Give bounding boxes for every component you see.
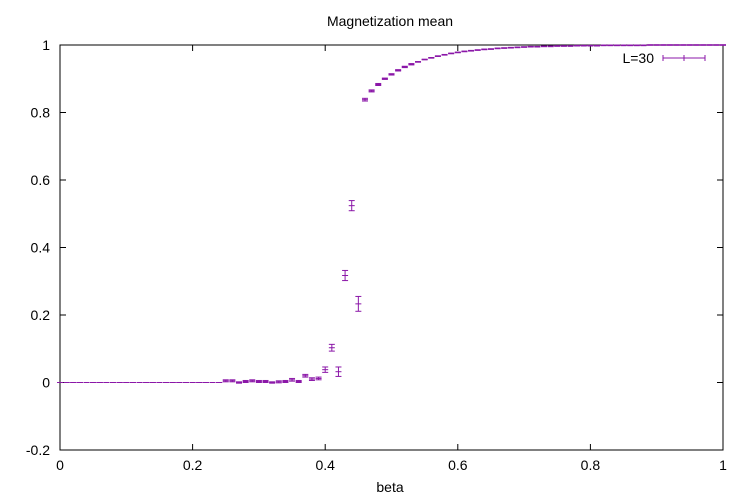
legend-label: L=30 [622,50,654,66]
data-point [302,373,309,378]
data-point [262,379,269,383]
data-point [587,44,594,47]
data-point [295,379,302,383]
y-tick-label: -0.2 [26,442,50,458]
data-point [328,343,335,352]
x-tick-label: 0.2 [183,457,203,473]
plot-frame [59,44,724,451]
data-point [514,46,521,49]
data-point [534,45,541,48]
y-tick-label: 0.6 [31,172,51,188]
data-point [441,53,448,56]
legend-key [662,55,706,61]
data-point [448,52,455,55]
data-point [607,44,614,47]
data-point [229,379,236,383]
data-point [315,376,322,381]
data-point [395,69,402,72]
data-point [255,379,262,383]
y-tick-label: 0.4 [31,240,51,256]
data-point [686,44,693,46]
x-tick-label: 0.8 [581,457,601,473]
data-point [401,65,408,69]
data-point [222,379,229,383]
data-point [355,295,362,312]
data-point [613,44,620,47]
data-point [494,47,501,50]
data-point [434,55,441,57]
data-point [527,45,534,48]
x-tick-label: 0.6 [448,457,468,473]
data-point [633,44,640,47]
data-point [275,380,282,384]
data-point [342,269,349,282]
data-point [269,381,276,384]
data-point [474,49,481,51]
y-axis: -0.2 0 0.2 0.4 0.6 0.8 1 [26,37,723,458]
data-point [554,45,561,47]
data-point [415,61,422,63]
x-tick-label: 0.4 [315,457,335,473]
data-point [680,44,687,46]
data-point [706,44,713,46]
data-point [627,44,634,47]
x-tick-label: 1 [719,457,727,473]
chart-title: Magnetization mean [327,13,453,29]
data-point [600,44,607,47]
data-point [388,73,395,76]
data-point [461,50,468,53]
data-point [580,44,587,47]
data-point [282,379,289,383]
data-point [547,45,554,48]
data-point [666,44,673,46]
series-l30 [57,44,726,384]
data-point [487,48,494,50]
data-point [242,379,249,383]
data-point [540,45,547,48]
data-point [361,97,368,102]
x-axis-label: beta [376,479,403,495]
x-axis: 0 0.2 0.4 0.6 0.8 1 [56,45,727,473]
data-point [507,46,514,49]
data-point [468,49,475,52]
data-point [713,44,720,46]
data-point [408,63,415,66]
x-tick-label: 0 [56,457,64,473]
data-point [348,200,355,212]
data-point [594,44,601,47]
data-point [308,377,315,381]
data-point [673,44,680,46]
data-point [700,44,707,46]
data-point [335,366,342,377]
data-point [289,377,296,382]
data-point [660,44,667,46]
y-tick-label: 0 [42,375,50,391]
data-point [720,44,726,46]
data-point [620,44,627,47]
data-point [560,45,567,47]
data-point [381,77,388,80]
data-point [368,89,375,93]
data-point [501,47,508,49]
y-tick-label: 0.8 [31,105,51,121]
data-point [236,381,243,384]
data-point [567,45,574,47]
data-point [249,379,256,383]
data-point [481,48,488,51]
y-tick-label: 1 [42,37,50,53]
data-point [693,44,700,46]
legend: L=30 [622,50,706,66]
data-point [322,366,329,373]
data-point [454,51,461,54]
data-point [428,56,435,59]
data-point [653,44,660,46]
data-point [574,44,581,47]
data-point [421,58,428,61]
data-point [375,82,382,86]
data-point [647,44,654,46]
y-tick-label: 0.2 [31,307,51,323]
data-point [521,46,528,48]
data-point [640,44,647,47]
